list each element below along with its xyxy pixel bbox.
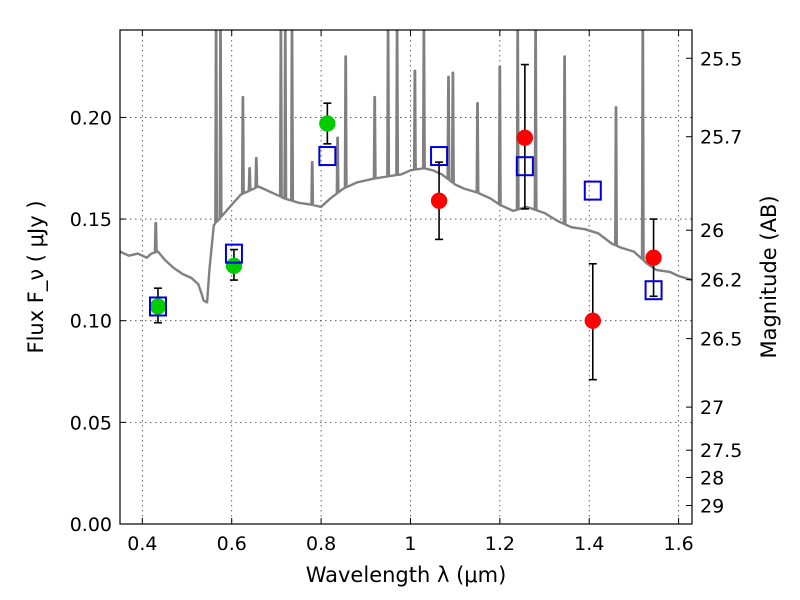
y-axis-title: Flux F_ν ( μJy ) — [24, 200, 49, 353]
data-point-square — [430, 146, 449, 167]
y2-axis-title: Magnitude (AB) — [757, 195, 781, 358]
data-point-square — [515, 156, 534, 177]
y2-tick-label: 25.5 — [700, 48, 742, 70]
data-point-square — [644, 280, 663, 301]
data-point-circle — [584, 312, 602, 329]
y2-tick-label: 26.5 — [700, 329, 742, 351]
y2-tick-label: 25.7 — [700, 127, 742, 149]
x-tick-label: 0.8 — [306, 533, 336, 555]
data-point-circle — [645, 249, 662, 266]
y-tick-label: 0.00 — [70, 514, 112, 536]
y2-tick-label: 29 — [700, 496, 724, 518]
data-point-circle — [149, 298, 167, 315]
x-tick-label: 1.4 — [574, 533, 604, 555]
x-tick-label: 1.2 — [485, 533, 515, 555]
data-point-square — [318, 146, 337, 167]
y2-tick-label: 26.2 — [700, 270, 742, 292]
data-point-circle — [319, 115, 336, 132]
model-spectrum — [120, 30, 692, 304]
x-tick-label: 0.4 — [127, 533, 157, 555]
y2-tick-label: 28 — [700, 467, 724, 489]
x-axis-title: Wavelength λ (μm) — [306, 563, 507, 587]
y2-tick-label: 27.5 — [700, 440, 742, 462]
spectrum-line — [120, 30, 692, 304]
data-point-square — [148, 296, 167, 317]
tick-labels: 0.4 0.6 0.8 1 1.2 1.4 1.6 0.00 0.05 0.10 0.15 0.20 2… — [70, 48, 743, 555]
y2-tick-label: 27 — [700, 397, 724, 419]
data-points — [148, 63, 663, 381]
x-tick-label: 1.6 — [663, 533, 693, 555]
x-tick-label: 1 — [404, 533, 416, 555]
data-point-circle — [225, 257, 243, 275]
y-tick-label: 0.05 — [70, 412, 112, 434]
data-point-square — [224, 243, 243, 264]
y-tick-label: 0.15 — [70, 209, 112, 231]
data-point-circle — [516, 129, 534, 146]
y-tick-label: 0.20 — [70, 107, 112, 129]
data-point-circle — [430, 192, 448, 210]
axis-ticks — [120, 30, 692, 525]
plot-frame — [119, 29, 693, 525]
data-point-square — [583, 180, 602, 201]
x-tick-label: 0.6 — [217, 533, 247, 555]
y-tick-label: 0.10 — [70, 311, 112, 333]
y2-tick-label: 26 — [700, 220, 724, 242]
